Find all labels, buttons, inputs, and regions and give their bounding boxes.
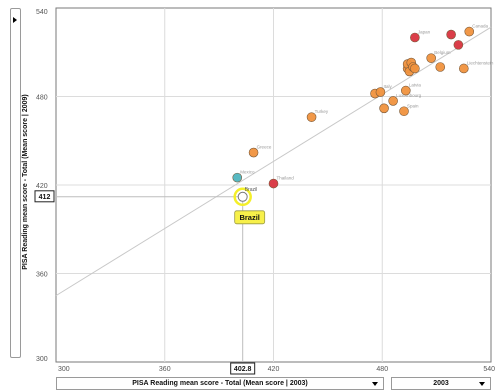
x-axis-year-select[interactable]: 2003 [391,377,491,390]
data-point[interactable] [464,26,475,37]
x-value-label: 402.8 [234,366,252,373]
data-point-label: Spain [407,103,419,108]
trend-line [55,26,492,297]
data-point[interactable] [306,112,317,122]
data-point-label: Liechtenstein [467,60,494,65]
y-tick-label: 300 [36,356,48,363]
y-value-label: 412 [39,194,51,201]
data-point[interactable] [232,172,243,183]
chevron-down-icon [479,382,485,386]
data-point[interactable] [410,32,420,43]
data-point-selected[interactable] [237,191,248,202]
data-point-label: Italy [383,84,392,89]
side-panel-toggle[interactable] [10,8,21,358]
data-point[interactable] [426,53,436,63]
tooltip-label: Brazil [239,213,259,222]
data-point[interactable] [379,103,389,114]
data-point[interactable] [446,29,456,40]
data-point[interactable] [401,85,411,96]
data-point[interactable] [459,63,469,74]
x-value-box [230,362,256,375]
y-tick-label: 480 [36,95,48,102]
y-tick-label: 540 [36,9,48,16]
x-axis-measure-value: PISA Reading mean score - Total (Mean sc… [132,380,308,387]
y-value-box [34,190,55,203]
data-point-label: Latvia [409,83,422,88]
data-point[interactable] [453,40,464,50]
data-point-label: Canada [472,24,488,29]
tooltip-box [234,210,266,225]
data-point-label: Mexico [240,170,255,175]
data-point[interactable] [248,147,259,158]
data-point[interactable] [399,106,409,117]
x-tick-label: 540 [483,366,495,373]
data-point[interactable] [435,62,446,72]
data-point-label: Japan [418,30,431,35]
data-point[interactable] [388,96,398,106]
expand-arrow-icon [13,17,17,23]
y-tick-label: 360 [36,272,48,279]
data-point-label: Greece [257,145,272,150]
data-point-label: Thailand [277,176,295,181]
data-point[interactable] [268,178,279,189]
selection-ring [233,187,252,207]
data-point-label: Luxembourg [396,93,422,98]
x-tick-label: 420 [268,366,280,373]
data-point-label: Brazil [245,187,258,193]
x-tick-label: 360 [159,366,171,373]
x-tick-label: 480 [376,366,388,373]
data-point-label: Turkey [315,109,329,114]
x-axis-measure-select[interactable]: PISA Reading mean score - Total (Mean sc… [56,377,384,390]
y-tick-label: 420 [36,183,48,190]
data-point-label: Belgium [434,50,451,55]
data-point[interactable] [375,87,386,97]
chevron-down-icon [372,382,378,386]
x-axis-year-value: 2003 [433,380,449,387]
x-tick-label: 300 [58,366,70,373]
data-point[interactable] [410,63,420,74]
